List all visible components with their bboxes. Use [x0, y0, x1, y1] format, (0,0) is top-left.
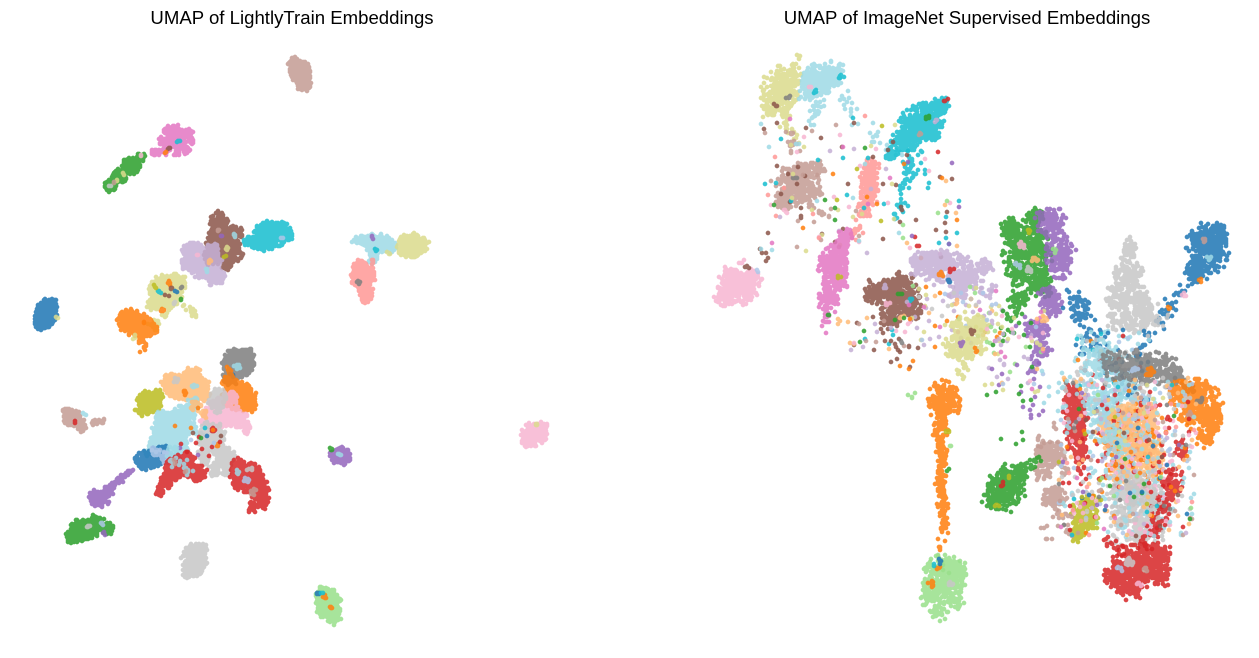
svg-text:UMAP of LightlyTrain Embedding: UMAP of LightlyTrain Embeddings — [150, 7, 433, 28]
svg-text:UMAP of ImageNet Supervised Em: UMAP of ImageNet Supervised Embeddings — [784, 7, 1151, 28]
